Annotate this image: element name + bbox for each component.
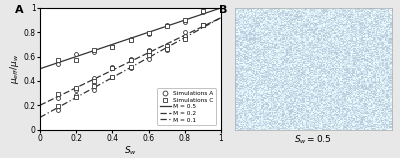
Y-axis label: $\mu_{eff}/\mu_w$: $\mu_{eff}/\mu_w$ xyxy=(8,54,21,84)
Text: A: A xyxy=(15,6,23,15)
X-axis label: $S_w = 0.5$: $S_w = 0.5$ xyxy=(294,134,332,146)
Text: B: B xyxy=(219,6,227,15)
X-axis label: $S_w$: $S_w$ xyxy=(124,144,137,157)
Legend: Simulations A, Simulations C, M = 0.5, M = 0.2, M = 0.1: Simulations A, Simulations C, M = 0.5, M… xyxy=(157,88,216,125)
